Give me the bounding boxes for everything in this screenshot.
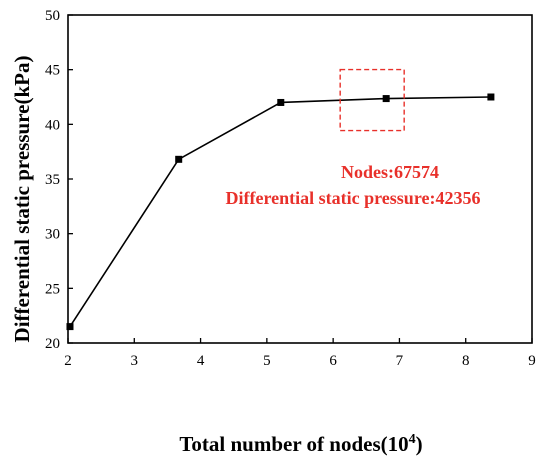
y-tick-label: 30 [45,227,60,243]
series-layer [66,93,495,331]
y-tick-label: 25 [45,281,60,297]
x-tick-label: 9 [528,353,536,369]
annotation-pressure: Differential static pressure:42356 [226,188,481,208]
y-axis-title: Differential static pressure(kPa) [10,56,34,343]
y-tick-label: 35 [45,172,60,188]
x-tick-label: 2 [64,353,72,369]
data-point [175,155,183,163]
y-tick-label: 45 [45,63,60,79]
y-tick-label: 50 [45,8,60,24]
x-axis-title: Total number of nodes(104) [179,432,422,456]
x-tick-label: 5 [263,353,271,369]
x-tick-label: 8 [462,353,470,369]
x-tick-label: 6 [329,353,337,369]
series-line [69,96,491,328]
x-axis-title-end: ) [416,432,423,456]
x-tick-label: 4 [197,353,205,369]
annotation-nodes: Nodes:67574 [341,162,439,182]
x-axis-title-sup: 4 [409,432,416,447]
plot-frame [67,14,533,344]
x-tick-label: 7 [396,353,404,369]
data-point [487,93,495,101]
x-axis-title-main: Total number of nodes(10 [179,432,408,456]
y-tick-label: 40 [45,117,60,133]
data-point [382,95,390,103]
highlight-layer [339,68,405,132]
highlight-box [339,68,405,132]
data-point [277,98,285,106]
y-tick-label: 20 [45,336,60,352]
x-tick-label: 3 [131,353,139,369]
data-point [66,323,74,331]
